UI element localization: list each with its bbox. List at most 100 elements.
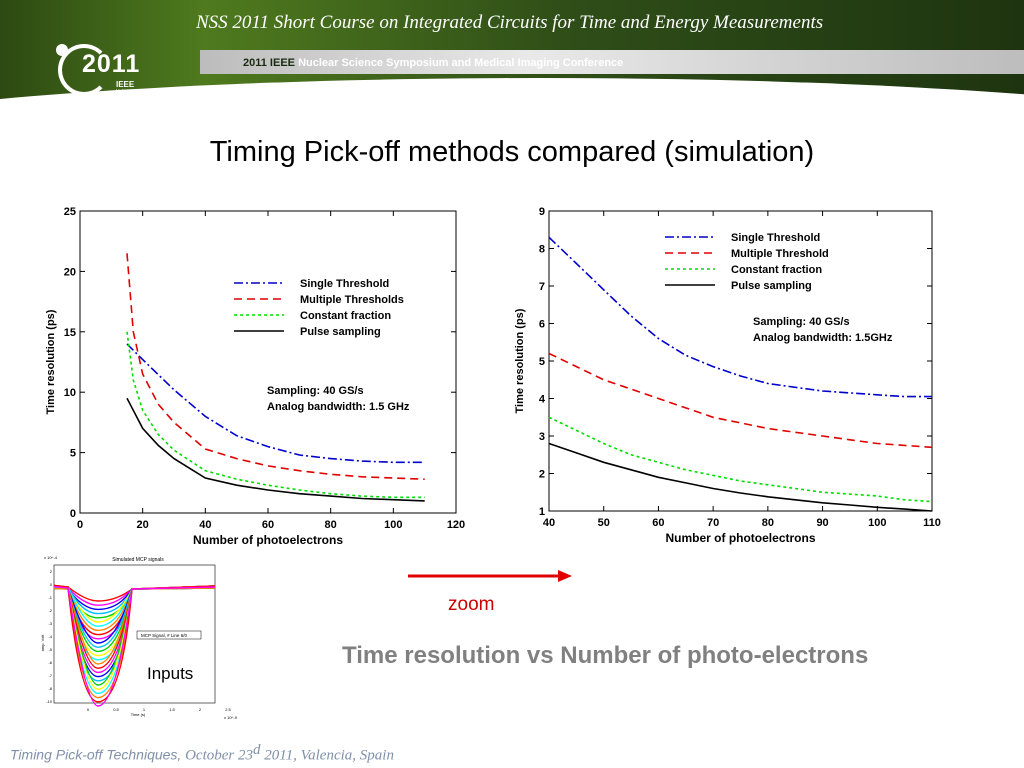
input-waveform [53,585,216,707]
chart-annotation: Analog bandwidth: 1.5GHz [753,332,893,344]
legend-label: Multiple Thresholds [300,294,404,306]
legend-label: Single Threshold [731,232,820,244]
inputs-signal-svg: Simulated MCP signals x 10^-4 2 0 -1 -2 -3 -4 -5… [40,555,238,720]
inputs-x-tick: 1.5 [169,707,175,712]
inputs-x-tick: 2 [199,707,202,712]
conference-name: Nuclear Science Symposium and Medical Im… [298,57,624,69]
legend-label: Pulse sampling [300,326,381,338]
y-tick-label: 5 [70,448,76,460]
y-tick-label: 10 [64,387,76,399]
y-tick-label: 8 [539,244,545,256]
logo-place: Valencia [116,89,135,95]
zoom-arrow-icon [408,570,572,582]
inputs-x-tick: 0 [87,707,90,712]
input-waveform [53,584,216,703]
inputs-y-exponent: x 10^-4 [44,555,58,560]
y-tick-label: 9 [539,206,545,218]
input-waveform [53,585,216,665]
inputs-x-tick: 1 [143,707,146,712]
series-line-2 [126,331,425,499]
inputs-y-tick: 0 [50,582,53,587]
x-tick-label: 50 [598,517,610,529]
inputs-y-tick: 2 [50,569,53,574]
series-line-1 [548,352,933,449]
footer-place: 2011, Valencia, Spain [260,747,394,764]
chart-annotation: Sampling: 40 GS/s [753,316,850,328]
legend-label: Constant fraction [731,264,822,276]
inputs-y-tick: -3 [48,621,52,626]
series-line-3 [548,442,933,512]
legend-label: Constant fraction [300,310,391,322]
logo-org: IEEE [116,80,135,89]
x-tick-label: 0 [77,519,83,531]
inputs-x-exponent: x 10^-9 [224,715,238,720]
input-waveform [53,585,216,627]
inputs-y-tick: -5 [48,647,52,652]
y-tick-label: 6 [539,319,545,331]
inputs-signal-plot: Simulated MCP signals x 10^-4 2 0 -1 -2 -3 -4 -5… [38,553,243,721]
series-line-2 [548,416,933,503]
plot-frame [79,210,457,514]
inputs-y-tick: -2 [48,608,52,613]
chart-annotation: Analog bandwidth: 1.5 GHz [267,401,410,413]
y-tick-label: 1 [539,506,545,518]
header-banner: 2011 IEEE Valencia NSS 2011 Short Course… [0,0,1024,120]
plot-caption: Time resolution vs Number of photo-elect… [342,642,869,669]
ieee-2011-logo: 2011 IEEE Valencia [52,38,162,98]
inputs-y-tick: -7 [48,673,52,678]
y-tick-label: 4 [539,394,546,406]
footer-date: October 23 [181,747,253,764]
x-tick-label: 110 [923,517,941,529]
legend-label: Multiple Threshold [731,248,829,260]
y-tick-label: 5 [539,356,545,368]
inputs-x-label: Time (s) [131,712,146,717]
input-waveform [53,584,216,686]
y-tick-label: 7 [539,281,545,293]
inputs-y-tick: -10 [46,699,53,704]
inputs-title: Simulated MCP signals [112,557,164,563]
x-tick-label: 60 [262,519,274,531]
series-line-0 [126,343,425,464]
y-axis-label: Time resolution (ps) [45,309,57,414]
inputs-legend-text: MCP Signal, # Line 6/0 [141,633,187,638]
x-tick-label: 40 [543,517,555,529]
input-waveform [53,586,216,644]
logo-ring-icon [58,44,110,96]
series-line-0 [548,236,932,398]
inputs-y-tick: -1 [48,595,52,600]
y-tick-label: 25 [64,206,76,218]
course-title: NSS 2011 Short Course on Integrated Circ… [196,12,824,33]
x-tick-label: 90 [816,517,828,529]
footer-topic: Timing Pick-off Techniques, [10,746,182,763]
footer: Timing Pick-off Techniques, October 23d … [10,742,394,765]
inputs-x-tick: 2.5 [225,707,231,712]
conference-year: 2011 IEEE [243,57,295,69]
x-tick-label: 100 [868,517,886,529]
input-waveform [53,584,216,602]
logo-year: 2011 [82,50,141,78]
inputs-y-tick: -4 [48,634,52,639]
input-waveform [53,585,216,690]
input-waveform [53,586,216,632]
y-tick-label: 0 [70,508,76,520]
legend-label: Single Threshold [300,278,389,290]
y-tick-label: 3 [539,431,545,443]
inputs-label: Inputs [147,664,194,683]
x-tick-label: 100 [384,519,402,531]
series-line-3 [126,397,425,502]
conference-line: 2011 IEEE Nuclear Science Symposium and … [243,57,623,69]
inputs-y-tick: -8 [48,686,52,691]
y-axis-label: Time resolution (ps) [514,308,526,413]
series-line-1 [126,253,425,480]
zoom-label: zoom [448,594,495,615]
x-tick-label: 70 [707,517,719,529]
x-tick-label: 40 [199,519,211,531]
footer-date-suffix: d [252,742,261,758]
x-axis-label: Number of photoelectrons [193,533,343,547]
inputs-x-tick: 0.5 [113,707,119,712]
conference-strip [200,50,1024,74]
inputs-legend-box [136,630,202,640]
x-tick-label: 60 [652,517,664,529]
x-tick-label: 120 [447,519,465,531]
input-waveform [53,584,216,669]
